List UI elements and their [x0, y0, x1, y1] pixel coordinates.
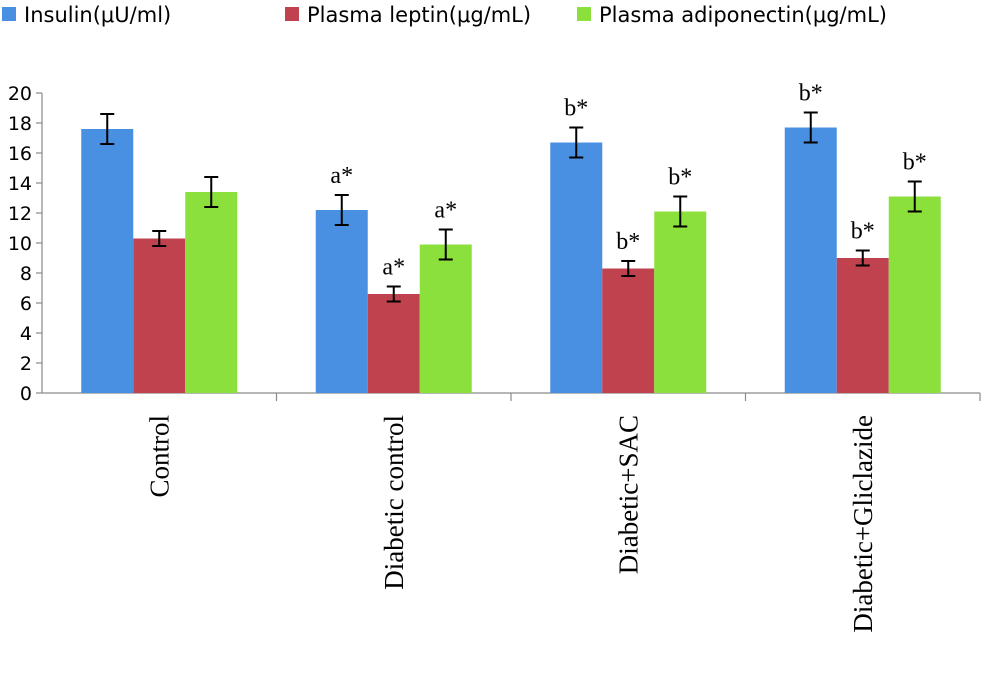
- significance-label: a*: [330, 163, 353, 189]
- legend: Insulin(μU/ml) Plasma leptin(μg/mL) Plasma…: [2, 3, 887, 27]
- significance-label: b*: [616, 229, 640, 255]
- error-bars: [100, 111, 922, 303]
- legend-item: Plasma adiponectin(μg/mL): [577, 3, 887, 27]
- significance-label: b*: [668, 165, 692, 191]
- legend-swatch: [2, 7, 16, 21]
- x-category-label: Diabetic+Gliclazide: [848, 415, 878, 633]
- axes: 0 2 4 6 8 10 12 14 16 18 20: [8, 83, 981, 405]
- significance-label: b*: [799, 81, 823, 107]
- bar: [81, 129, 134, 393]
- y-tick-label: 8: [20, 263, 32, 285]
- bar: [602, 268, 655, 393]
- legend-label: Insulin(μU/ml): [24, 3, 171, 27]
- legend-item: Plasma leptin(μg/mL): [285, 3, 531, 27]
- category-labels: Control Diabetic control Diabetic+SAC Diabe…: [144, 415, 878, 633]
- bar: [367, 294, 420, 393]
- bar: [888, 196, 941, 393]
- significance-label: a*: [382, 255, 405, 281]
- annotations: a* a* a* b* b* b* b* b* b*: [330, 81, 926, 281]
- bar: [550, 142, 603, 393]
- legend-label: Plasma leptin(μg/mL): [307, 3, 531, 27]
- x-category-label: Diabetic+SAC: [613, 415, 643, 574]
- significance-label: b*: [903, 150, 927, 176]
- bar: [784, 127, 837, 393]
- bars: [81, 127, 941, 393]
- bar: [185, 192, 238, 393]
- bar: [654, 211, 707, 393]
- y-tick-label: 10: [8, 233, 32, 255]
- y-tick-label: 20: [8, 83, 32, 105]
- significance-label: a*: [434, 198, 457, 224]
- legend-item: Insulin(μU/ml): [2, 3, 171, 27]
- legend-swatch: [577, 7, 591, 21]
- y-tick-label: 16: [8, 143, 32, 165]
- x-category-label: Diabetic control: [379, 415, 409, 590]
- y-tick-label: 4: [20, 323, 32, 345]
- bar: [133, 238, 186, 393]
- y-tick-label: 14: [8, 173, 32, 195]
- bar: [419, 244, 472, 393]
- y-tick-label: 0: [20, 383, 32, 405]
- bar: [315, 210, 368, 393]
- significance-label: b*: [851, 219, 875, 245]
- bar: [836, 258, 889, 393]
- legend-swatch: [285, 7, 299, 21]
- significance-label: b*: [564, 96, 588, 122]
- y-tick-label: 2: [20, 353, 32, 375]
- y-tick-label: 12: [8, 203, 32, 225]
- y-tick-label: 18: [8, 113, 32, 135]
- legend-label: Plasma adiponectin(μg/mL): [599, 3, 887, 27]
- x-category-label: Control: [144, 415, 174, 498]
- y-tick-label: 6: [20, 293, 32, 315]
